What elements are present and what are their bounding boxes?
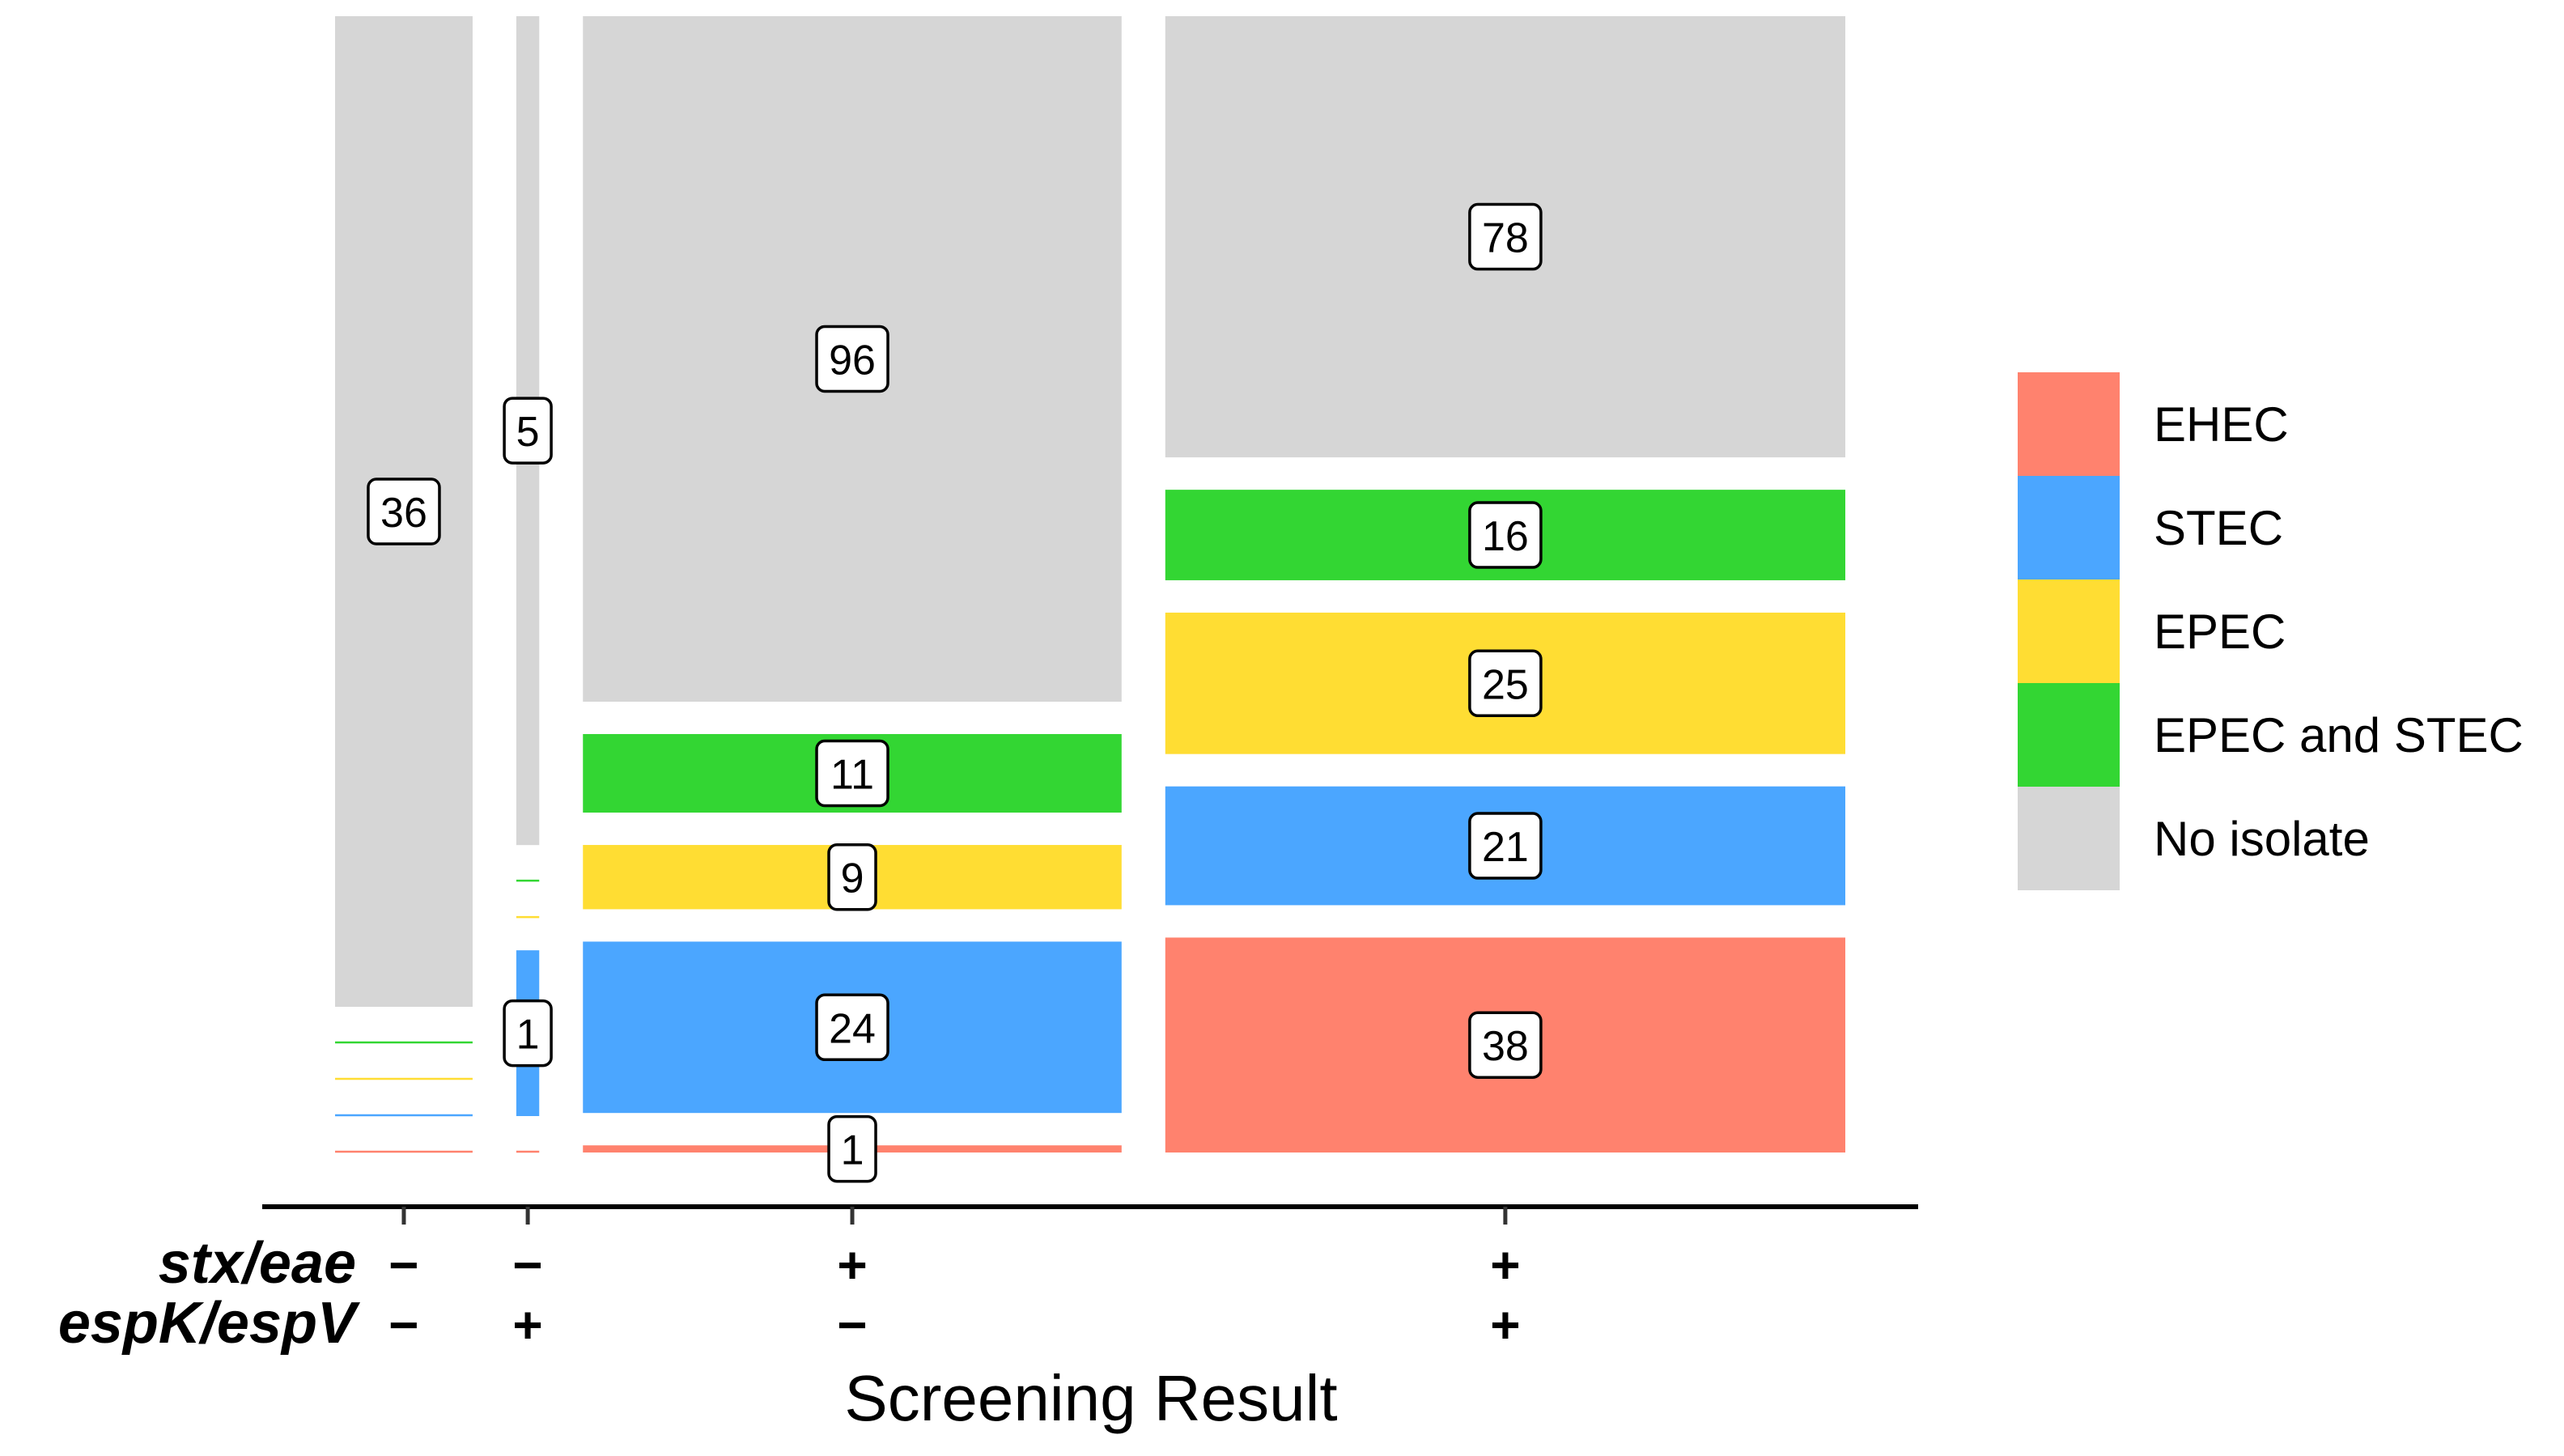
legend-label: EHEC	[2154, 397, 2289, 452]
value-label-text: 5	[516, 409, 540, 456]
value-label-col3-no-isolate: 96	[815, 325, 889, 393]
x-axis-title: Screening Result	[844, 1362, 1337, 1434]
value-label-box	[1468, 202, 1543, 271]
sign-col2-row1: −	[512, 1236, 542, 1294]
value-label-text: 25	[1482, 661, 1529, 708]
value-label-text: 21	[1482, 824, 1529, 871]
value-label-col4-epec-and-stec: 16	[1468, 501, 1543, 569]
legend-label: STEC	[2154, 501, 2283, 555]
value-label-text: 1	[516, 1012, 540, 1059]
legend-swatch	[2018, 683, 2120, 787]
value-label-text: 1	[841, 1127, 864, 1174]
value-label-box	[503, 999, 553, 1068]
value-labels: 36 1 5 1 24 9 11 96 38 21 25 16 78	[367, 202, 1543, 1183]
legend-label: No isolate	[2154, 812, 2370, 866]
legend-label: EPEC and STEC	[2154, 708, 2524, 762]
value-label-text: 36	[380, 490, 427, 537]
value-label-col4-stec: 21	[1468, 812, 1543, 880]
legend-swatch	[2018, 579, 2120, 683]
value-label-col3-ehec: 1	[827, 1114, 877, 1183]
legend-item-no-isolate: No isolate	[2018, 787, 2370, 890]
x-axis-ticks: −−−++−++	[388, 1207, 1521, 1354]
sign-col1-row1: −	[388, 1236, 418, 1294]
value-label-col4-epec: 25	[1468, 649, 1543, 718]
value-label-box	[815, 325, 889, 393]
sign-col2-row2: +	[512, 1296, 542, 1354]
value-label-box	[815, 993, 889, 1062]
legend-item-epec-and-stec: EPEC and STEC	[2018, 683, 2524, 787]
value-label-text: 9	[841, 855, 864, 902]
legend-item-epec: EPEC	[2018, 579, 2286, 683]
value-label-box	[1468, 649, 1543, 718]
value-label-box	[1468, 501, 1543, 569]
legend-item-stec: STEC	[2018, 476, 2283, 579]
value-label-col2-stec: 1	[503, 999, 553, 1068]
value-label-box	[827, 843, 877, 911]
value-label-col4-ehec: 38	[1468, 1011, 1543, 1079]
legend-label: EPEC	[2154, 605, 2286, 659]
row-label-espk-espv: espK/espV	[58, 1291, 361, 1356]
value-label-box	[1468, 812, 1543, 880]
sign-col4-row2: +	[1490, 1296, 1520, 1354]
legend: EHEC STEC EPEC EPEC and STEC No isolate	[2018, 372, 2524, 890]
value-label-box	[815, 739, 889, 808]
value-label-text: 78	[1482, 215, 1529, 262]
value-label-text: 16	[1482, 513, 1529, 560]
sign-col3-row2: −	[837, 1296, 867, 1354]
value-label-col3-epec-and-stec: 11	[815, 739, 889, 808]
value-label-box	[367, 478, 441, 545]
value-label-col1-no-isolate: 36	[367, 478, 441, 545]
value-label-text: 96	[829, 337, 876, 384]
value-label-box	[827, 1114, 877, 1183]
value-label-col4-no-isolate: 78	[1468, 202, 1543, 271]
value-label-text: 11	[830, 752, 874, 799]
mosaic-tiles	[335, 16, 1845, 1153]
legend-swatch	[2018, 372, 2120, 476]
value-label-box	[503, 397, 553, 465]
row-label-stx-eae: stx/eae	[159, 1231, 356, 1296]
legend-swatch	[2018, 787, 2120, 890]
value-label-col3-stec: 24	[815, 993, 889, 1062]
value-label-col2-no-isolate: 5	[503, 397, 553, 465]
value-label-col3-epec: 9	[827, 843, 877, 911]
value-label-text: 38	[1482, 1023, 1529, 1070]
legend-swatch	[2018, 476, 2120, 579]
sign-col4-row1: +	[1490, 1236, 1520, 1294]
sign-col3-row1: +	[837, 1236, 867, 1294]
legend-item-ehec: EHEC	[2018, 372, 2289, 476]
value-label-box	[1468, 1011, 1543, 1079]
sign-col1-row2: −	[388, 1296, 418, 1354]
value-label-text: 24	[829, 1005, 876, 1052]
